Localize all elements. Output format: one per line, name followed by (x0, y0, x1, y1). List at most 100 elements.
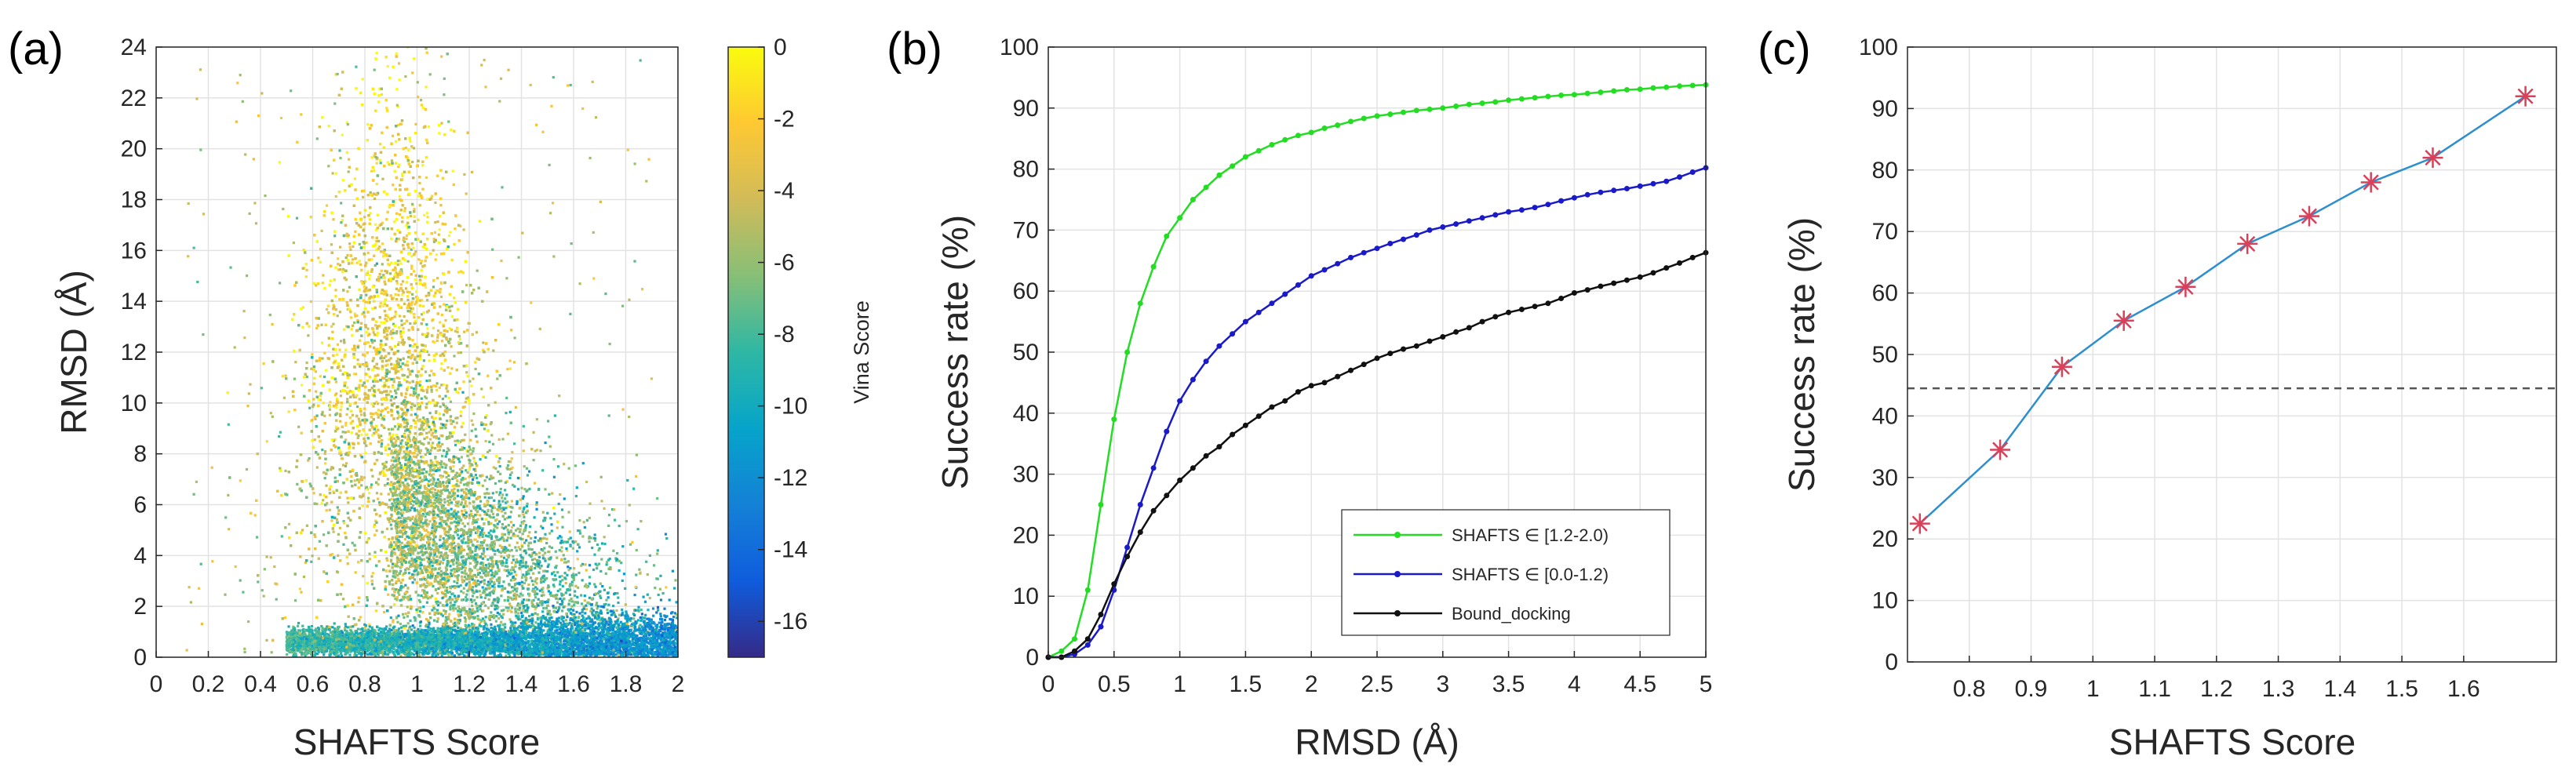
scatter-point (397, 293, 400, 296)
scatter-point (450, 258, 454, 262)
scatter-point (351, 347, 354, 351)
scatter-point (334, 295, 337, 298)
scatter-point (399, 330, 403, 333)
scatter-point (390, 545, 393, 549)
scatter-point (371, 474, 374, 478)
scatter-point (360, 484, 363, 487)
scatter-point (364, 300, 367, 304)
scatter-point (395, 237, 399, 241)
scatter-point (403, 209, 406, 213)
scatter-point (400, 535, 403, 538)
scatter-point (475, 269, 479, 272)
scatter-point (334, 289, 337, 292)
scatter-point (374, 609, 377, 613)
scatter-point (435, 253, 438, 256)
scatter-point (368, 558, 371, 561)
scatter-point (384, 449, 388, 452)
scatter-point (506, 368, 509, 371)
scatter-point (414, 303, 417, 306)
scatter-point (397, 340, 400, 344)
scatter-point (424, 85, 428, 89)
scatter-point (507, 505, 510, 508)
scatter-point (414, 343, 417, 346)
scatter-point (389, 357, 392, 360)
scatter-point (432, 417, 435, 420)
scatter-point (361, 78, 364, 81)
scatter-point (437, 233, 440, 236)
scatter-point (348, 285, 351, 289)
scatter-point (363, 227, 366, 231)
scatter-point (403, 240, 406, 243)
scatter-point (367, 496, 370, 500)
scatter-point (380, 445, 383, 448)
scatter-point (390, 159, 394, 162)
scatter-point (420, 104, 423, 107)
scatter-point (532, 459, 535, 462)
scatter-point (384, 359, 388, 362)
scatter-point (344, 464, 348, 467)
scatter-point (417, 397, 420, 400)
scatter-point (390, 367, 393, 370)
scatter-point (301, 325, 304, 329)
scatter-point (421, 106, 424, 109)
scatter-point (399, 262, 403, 265)
scatter-point (394, 311, 397, 314)
scatter-point (388, 538, 391, 541)
scatter-point (411, 160, 414, 164)
scatter-point (344, 531, 347, 535)
scatter-point (385, 314, 388, 317)
scatter-point (380, 250, 383, 253)
scatter-point (421, 304, 425, 307)
scatter-point (408, 306, 411, 309)
scatter-point (344, 256, 348, 260)
scatter-point (340, 390, 343, 393)
scatter-point (368, 277, 371, 280)
scatter-point (324, 449, 327, 453)
scatter-point (409, 431, 412, 434)
scatter-point (440, 362, 443, 365)
scatter-point (404, 75, 407, 78)
scatter-point (300, 307, 303, 311)
scatter-point (376, 402, 380, 405)
scatter-point (434, 292, 437, 295)
scatter-point (332, 530, 335, 533)
scatter-point (362, 223, 365, 226)
scatter-point (390, 484, 393, 487)
scatter-point (484, 439, 487, 443)
scatter-point (436, 333, 439, 336)
scatter-point (362, 575, 365, 578)
scatter-point (392, 433, 395, 436)
scatter-point (326, 502, 329, 505)
scatter-point (418, 299, 421, 302)
scatter-point (380, 276, 383, 279)
scatter-point (284, 374, 287, 377)
scatter-point (346, 290, 349, 293)
scatter-point (337, 512, 340, 515)
scatter-point (377, 247, 380, 250)
scatter-point (327, 125, 330, 128)
scatter-point (415, 282, 418, 285)
scatter-point (278, 434, 281, 438)
scatter-point (334, 380, 337, 384)
scatter-point (421, 187, 424, 191)
scatter-point (373, 365, 376, 368)
scatter-point (359, 363, 362, 366)
scatter-point (337, 533, 340, 536)
scatter-point (392, 397, 396, 400)
scatter-point (350, 474, 353, 478)
scatter-point (419, 606, 422, 609)
scatter-point (419, 484, 422, 487)
scatter-point (426, 576, 429, 579)
scatter-point (323, 477, 326, 480)
scatter-point (366, 251, 370, 255)
scatter-point (380, 424, 384, 427)
scatter-point (227, 423, 230, 426)
scatter-point (338, 264, 342, 267)
scatter-point (406, 310, 410, 313)
scatter-point (454, 439, 457, 442)
scatter-point (394, 267, 397, 271)
scatter-point (331, 330, 334, 333)
scatter-point (390, 329, 393, 333)
scatter-point (458, 468, 461, 471)
